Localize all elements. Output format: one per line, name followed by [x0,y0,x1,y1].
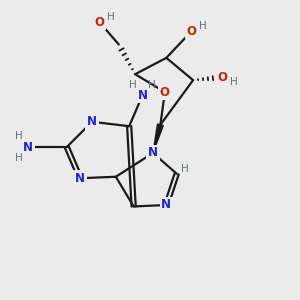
Text: O: O [160,85,170,98]
Text: O: O [94,16,104,29]
Text: N: N [87,115,97,128]
Text: H: H [230,76,238,87]
Text: H: H [129,80,137,90]
Text: H: H [199,21,207,31]
Text: O: O [218,71,228,84]
Text: H: H [15,131,22,141]
Text: N: N [75,172,85,185]
Text: H: H [15,153,22,163]
Polygon shape [153,124,163,153]
Text: N: N [23,140,33,154]
Text: H: H [181,164,189,174]
Text: O: O [187,25,196,38]
Text: H: H [107,12,115,22]
Text: H: H [148,80,156,90]
Text: N: N [148,146,158,160]
Text: N: N [161,199,171,212]
Text: N: N [138,88,148,101]
